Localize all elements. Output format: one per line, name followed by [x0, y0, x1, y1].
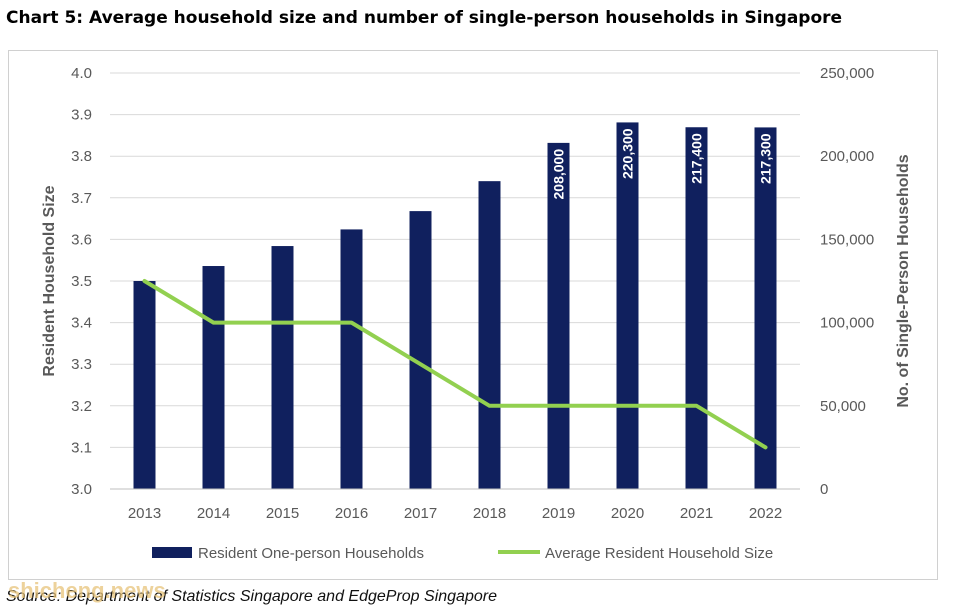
bar	[616, 122, 639, 489]
y-right-tick-label: 150,000	[820, 231, 874, 248]
bar	[685, 127, 708, 489]
line-series-path	[142, 279, 768, 450]
bar	[271, 246, 294, 489]
bar	[409, 211, 432, 489]
bar-data-label: 217,300	[758, 133, 774, 184]
x-tick-label: 2017	[404, 505, 437, 522]
legend-swatch-bars	[152, 547, 192, 558]
bar	[754, 127, 777, 489]
data-labels: 208,000 220,300 217,400 217,300	[551, 128, 774, 199]
chart-title: Chart 5: Average household size and numb…	[6, 8, 843, 28]
y-left-tick-label: 3.0	[71, 481, 92, 498]
axes: 3.0 3.1 3.2 3.3 3.4 3.5 3.6 3.7 3.8 3.9 4.0 0 50,000…	[41, 65, 912, 522]
y-right-tick-label: 50,000	[820, 398, 866, 415]
y-left-tick-label: 3.9	[71, 107, 92, 124]
bar-data-label: 208,000	[551, 149, 567, 200]
y-left-tick-label: 3.8	[71, 148, 92, 165]
bar-data-label: 217,400	[689, 133, 705, 184]
y-left-tick-label: 3.6	[71, 231, 92, 248]
x-tick-label: 2014	[197, 505, 230, 522]
bar	[478, 181, 501, 489]
y-left-axis-title: Resident Household Size	[41, 185, 58, 376]
watermark: shicheng.news	[8, 578, 166, 603]
y-left-tick-label: 3.4	[71, 315, 92, 332]
legend-label-line: Average Resident Household Size	[545, 545, 773, 562]
y-right-tick-label: 0	[820, 481, 828, 498]
x-tick-label: 2013	[128, 505, 161, 522]
x-tick-label: 2015	[266, 505, 299, 522]
y-right-axis-title: No. of Single-Person Households	[895, 154, 912, 407]
bar	[133, 281, 156, 489]
y-right-tick-label: 200,000	[820, 148, 874, 165]
legend: Resident One-person Households Average Re…	[152, 545, 773, 562]
y-left-tick-label: 3.5	[71, 273, 92, 290]
bar	[340, 229, 363, 489]
gridlines	[110, 72, 800, 490]
x-tick-label: 2021	[680, 505, 713, 522]
y-right-tick-label: 250,000	[820, 65, 874, 82]
y-left-tick-label: 3.1	[71, 439, 92, 456]
legend-label-bars: Resident One-person Households	[198, 545, 424, 562]
x-tick-label: 2019	[542, 505, 575, 522]
bars	[133, 122, 777, 489]
bar-data-label: 220,300	[620, 128, 636, 179]
y-left-tick-label: 3.2	[71, 398, 92, 415]
bar	[202, 266, 225, 489]
source-note: Source: Department of Statistics Singapo…	[6, 588, 497, 605]
x-tick-label: 2018	[473, 505, 506, 522]
x-tick-label: 2016	[335, 505, 368, 522]
y-right-tick-label: 100,000	[820, 315, 874, 332]
x-tick-label: 2022	[749, 505, 782, 522]
line-series	[142, 279, 768, 450]
y-left-tick-label: 3.3	[71, 356, 92, 373]
y-left-tick-label: 3.7	[71, 190, 92, 207]
bar	[547, 142, 570, 489]
y-left-tick-label: 4.0	[71, 65, 92, 82]
chart-frame	[8, 50, 938, 580]
x-tick-label: 2020	[611, 505, 644, 522]
